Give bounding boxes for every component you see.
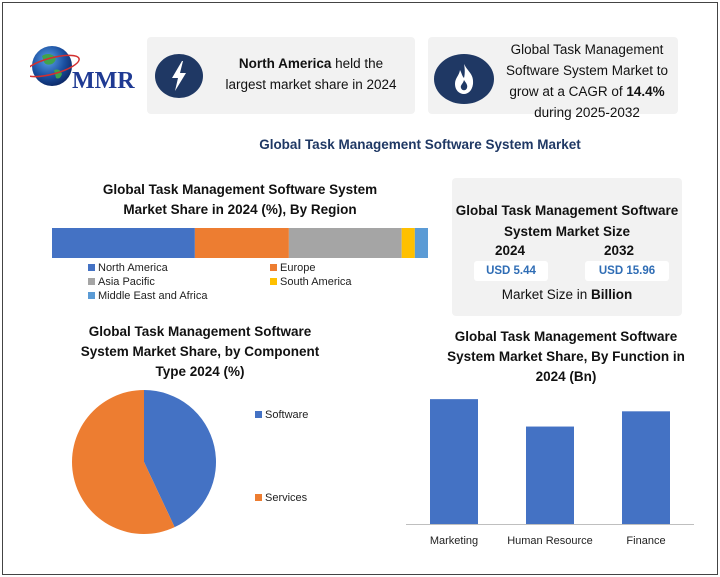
region-highlight-text: North America held the largest market sh… xyxy=(211,53,411,95)
market-size-unit: Market Size in Billion xyxy=(452,287,682,302)
market-size-unit-pre: Market Size in xyxy=(501,287,592,302)
pie-legend-software: Software xyxy=(255,409,308,421)
legend-asia-pacific: Asia Pacific xyxy=(88,276,155,288)
pie-legend-services: Services xyxy=(255,492,307,504)
region-chart-title-line-1: Global Task Management Software System xyxy=(102,182,378,197)
pie-slice-software xyxy=(144,390,216,528)
function-chart-title: Global Task Management Software System M… xyxy=(428,327,704,387)
bar-segment-south-america xyxy=(401,228,415,258)
legend-europe: Europe xyxy=(270,262,315,274)
region-icon-circle xyxy=(155,54,203,98)
cagr-highlight-text: Global Task Management Software System M… xyxy=(500,39,674,123)
region-text-1: held the xyxy=(331,56,384,71)
pie-legend-label: Software xyxy=(265,409,309,421)
function-bar-chart: Marketing Human Resource Finance xyxy=(406,399,694,547)
pie-slice-services xyxy=(72,390,175,534)
legend-swatch xyxy=(88,277,95,285)
function-chart-title-line-1: Global Task Management Software xyxy=(454,329,678,344)
legend-middle-east-africa: Middle East and Africa xyxy=(88,290,207,302)
market-size-title-line-1: Global Task Management Software xyxy=(455,203,679,218)
legend-label: Middle East and Africa xyxy=(98,290,208,302)
lightning-bolt-icon xyxy=(172,61,186,91)
year-2032-label: 2032 xyxy=(604,243,635,258)
region-stacked-bar xyxy=(52,228,428,258)
x-tick-label-marketing: Marketing xyxy=(430,535,478,547)
region-chart-title: Global Task Management Software System M… xyxy=(52,180,428,220)
cagr-line-1: Global Task Management xyxy=(510,42,664,57)
cagr-line-4: during 2025-2032 xyxy=(534,105,640,120)
x-tick-label-human-resource: Human Resource xyxy=(507,535,593,547)
region-bold: North America xyxy=(238,56,332,71)
year-2024-label: 2024 xyxy=(495,243,526,258)
legend-swatch xyxy=(270,277,277,285)
market-size-title-line-2: System Market Size xyxy=(503,224,631,239)
legend-swatch xyxy=(270,263,277,271)
bar-human-resource xyxy=(526,426,574,524)
region-highlight-card: North America held the largest market sh… xyxy=(147,37,415,114)
region-chart-title-line-2: Market Share in 2024 (%), By Region xyxy=(123,202,357,217)
legend-swatch xyxy=(88,291,95,299)
bar-segment-asia-pacific xyxy=(288,228,402,258)
component-chart-title: Global Task Management Software System M… xyxy=(52,322,348,382)
mmr-logo xyxy=(24,42,140,102)
component-pie-chart xyxy=(72,390,216,534)
value-2024-box: USD 5.44 xyxy=(474,261,548,281)
x-tick-label-finance: Finance xyxy=(626,535,665,547)
component-chart-title-line-2: System Market Share, by Component xyxy=(80,344,320,359)
region-text-2: largest market share in 2024 xyxy=(225,77,397,92)
legend-label: North America xyxy=(98,262,168,274)
legend-label: Europe xyxy=(280,262,316,274)
cagr-line-3: grow at a CAGR of xyxy=(509,84,627,99)
market-size-card: Global Task Management Software System M… xyxy=(452,178,682,316)
logo-text: MMR xyxy=(72,68,135,94)
cagr-line-2: Software System Market to xyxy=(505,63,669,78)
component-chart-title-line-1: Global Task Management Software xyxy=(88,324,312,339)
cagr-highlight-card: Global Task Management Software System M… xyxy=(428,37,678,120)
cagr-icon-circle xyxy=(434,54,494,104)
component-chart-title-line-3: Type 2024 (%) xyxy=(155,364,245,379)
legend-label: South America xyxy=(280,276,352,288)
bar-segment-north-america xyxy=(52,228,195,258)
legend-swatch xyxy=(255,493,262,501)
legend-south-america: South America xyxy=(270,276,352,288)
function-chart-title-line-2: System Market Share, By Function in xyxy=(447,349,685,364)
pie-legend-label: Services xyxy=(265,492,308,504)
market-size-title: Global Task Management Software System M… xyxy=(452,200,682,242)
legend-swatch xyxy=(255,410,262,418)
bar-finance xyxy=(622,411,670,524)
function-chart-title-line-3: 2024 (Bn) xyxy=(535,369,597,384)
value-2032-box: USD 15.96 xyxy=(585,261,669,281)
legend-swatch xyxy=(88,263,95,271)
main-title: Global Task Management Software System M… xyxy=(259,137,581,152)
globe-icon xyxy=(24,46,80,86)
legend-north-america: North America xyxy=(88,262,168,274)
bar-segment-middle-east-and-africa xyxy=(414,228,428,258)
bar-segment-europe xyxy=(194,228,289,258)
bar-marketing xyxy=(430,399,478,524)
market-size-unit-bold: Billion xyxy=(591,287,633,302)
cagr-value: 14.4% xyxy=(626,84,665,99)
legend-label: Asia Pacific xyxy=(98,276,155,288)
flame-icon xyxy=(455,64,474,94)
